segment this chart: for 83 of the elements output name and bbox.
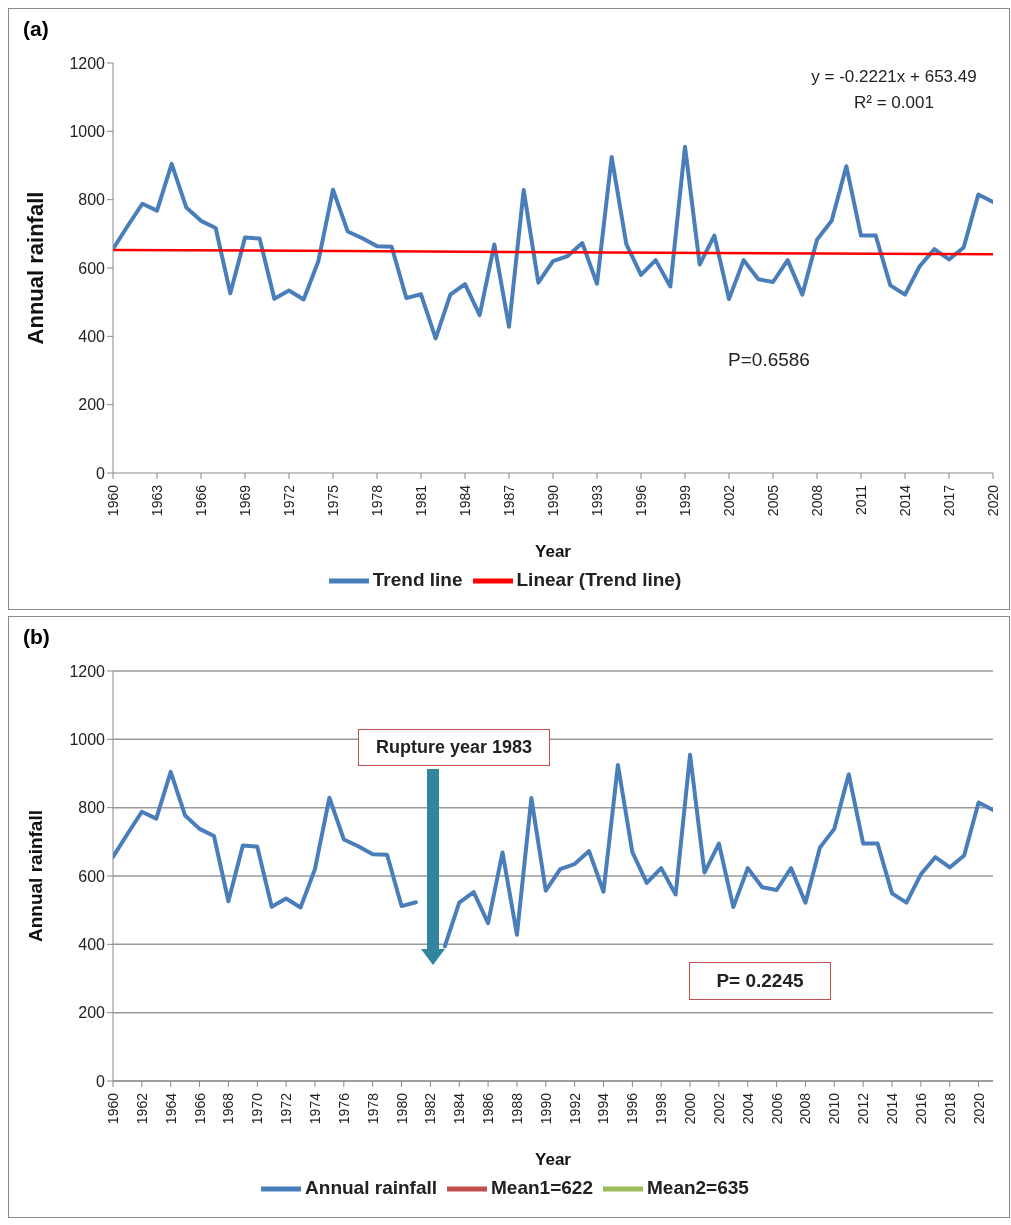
y-tick-label: 0 xyxy=(96,1072,106,1090)
x-tick-label: 1984 xyxy=(451,1092,468,1125)
x-tick-label: 1976 xyxy=(335,1092,352,1125)
annotation: R² = 0.001 xyxy=(853,93,935,113)
x-tick-label: 2020 xyxy=(970,1092,987,1125)
x-tick-label: 1998 xyxy=(653,1092,670,1125)
x-tick-label: 2000 xyxy=(682,1092,699,1125)
x-tick-label: 2011 xyxy=(853,484,869,516)
x-tick-label: 1964 xyxy=(162,1092,179,1125)
legend-label: Linear (Trend line) xyxy=(516,569,682,591)
x-tick-label: 1996 xyxy=(633,484,649,517)
x-tick-label: 1972 xyxy=(281,484,297,517)
chart-title: (b) xyxy=(23,625,50,649)
x-tick-label: 2012 xyxy=(855,1092,872,1125)
y-tick-label: 800 xyxy=(78,799,106,817)
x-tick-label: 1986 xyxy=(480,1092,497,1125)
y-tick-label: 1000 xyxy=(69,123,106,141)
y-tick-label: 400 xyxy=(78,936,106,954)
x-tick-label: 1984 xyxy=(457,484,473,517)
x-tick-label: 1966 xyxy=(193,484,209,517)
x-tick-label: 2014 xyxy=(897,484,913,517)
y-tick-label: 1000 xyxy=(69,731,106,749)
x-tick-label: 1978 xyxy=(364,1092,381,1125)
x-tick-label: 2002 xyxy=(721,484,737,517)
x-tick-label: 1988 xyxy=(508,1092,525,1125)
x-tick-label: 1994 xyxy=(595,1092,612,1125)
x-tick-label: 1990 xyxy=(537,1092,554,1125)
annotation: P= 0.2245 xyxy=(689,962,831,1000)
y-tick-label: 1200 xyxy=(69,54,106,72)
x-tick-label: 1982 xyxy=(422,1092,439,1125)
x-tick-label: 1980 xyxy=(393,1092,410,1125)
annotation: y = -0.2221x + 653.49 xyxy=(810,67,978,87)
legend-label: Mean2=635 xyxy=(646,1177,749,1199)
x-tick-label: 1993 xyxy=(589,484,605,517)
x-tick-label: 2010 xyxy=(826,1092,843,1125)
x-tick-label: 2018 xyxy=(941,1092,958,1125)
y-tick-label: 200 xyxy=(78,1004,106,1022)
y-tick-label: 0 xyxy=(96,464,106,482)
legend-label: Mean1=622 xyxy=(491,1177,593,1199)
x-axis-title: Year xyxy=(535,1150,572,1169)
x-tick-label: 1978 xyxy=(369,484,385,517)
x-tick-label: 1987 xyxy=(501,484,517,517)
legend-label: Annual rainfall xyxy=(305,1177,438,1199)
x-tick-label: 1962 xyxy=(133,1092,150,1125)
x-tick-label: 2008 xyxy=(809,484,825,517)
x-tick-label: 1968 xyxy=(220,1092,237,1125)
chart-title: (a) xyxy=(23,17,49,41)
x-tick-label: 1969 xyxy=(237,484,253,517)
y-tick-label: 800 xyxy=(78,191,106,209)
x-tick-label: 1966 xyxy=(191,1092,208,1125)
x-tick-label: 2017 xyxy=(941,484,957,517)
x-tick-label: 2006 xyxy=(768,1092,785,1125)
line-series xyxy=(113,144,993,341)
x-tick-label: 1960 xyxy=(105,1092,121,1125)
x-tick-label: 1981 xyxy=(413,484,429,517)
x-tick-label: 1990 xyxy=(545,484,561,517)
x-tick-label: 2014 xyxy=(884,1092,901,1125)
x-tick-label: 1974 xyxy=(306,1092,323,1125)
x-tick-label: 2008 xyxy=(797,1092,814,1125)
x-tick-label: 2004 xyxy=(739,1092,756,1125)
x-tick-label: 2020 xyxy=(985,484,1001,517)
y-tick-label: 600 xyxy=(78,259,106,277)
x-axis-title: Year xyxy=(535,542,572,561)
x-tick-label: 1970 xyxy=(249,1092,266,1125)
y-tick-label: 600 xyxy=(78,867,106,885)
x-tick-label: 1972 xyxy=(278,1092,295,1125)
annotation: P=0.6586 xyxy=(727,349,811,371)
y-tick-label: 1200 xyxy=(69,662,106,680)
x-tick-label: 1992 xyxy=(566,1092,583,1125)
annotation: Rupture year 1983 xyxy=(358,729,550,766)
x-tick-label: 1963 xyxy=(149,484,165,517)
y-tick-label: 200 xyxy=(78,396,106,414)
x-tick-label: 2016 xyxy=(912,1092,929,1125)
y-axis-title: Annual rainfall xyxy=(22,191,48,345)
x-tick-label: 1975 xyxy=(325,484,341,517)
x-tick-label: 2005 xyxy=(765,484,781,517)
x-tick-label: 1960 xyxy=(105,484,121,517)
y-tick-label: 400 xyxy=(78,328,106,346)
legend-label: Trend line xyxy=(372,569,463,591)
x-tick-label: 1999 xyxy=(677,484,693,517)
x-tick-label: 2002 xyxy=(710,1092,727,1125)
y-axis-title: Annual rainfall xyxy=(24,810,46,942)
x-tick-label: 1996 xyxy=(624,1092,641,1125)
